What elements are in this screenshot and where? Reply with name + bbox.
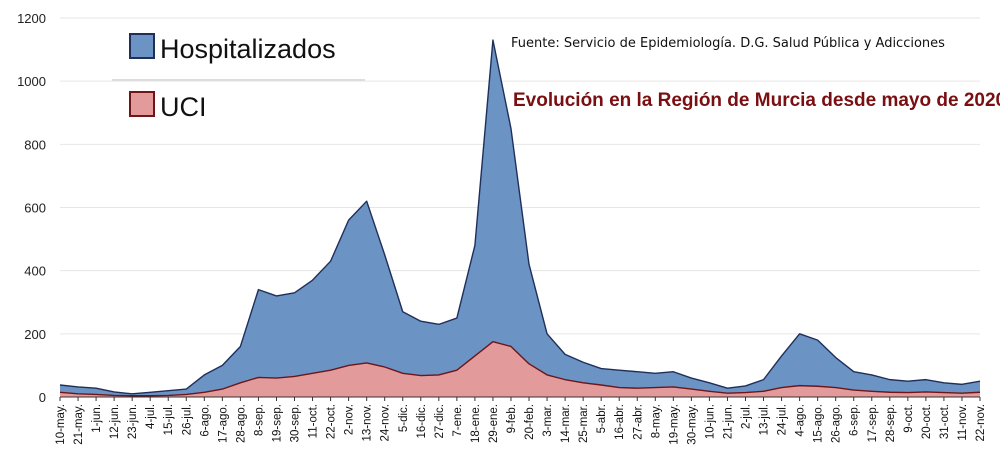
x-tick-label: 27-abr. (632, 404, 644, 440)
x-tick-label: 5-dic. (398, 404, 410, 432)
x-tick-label: 12-jun. (109, 404, 121, 439)
legend-swatch-uci (129, 91, 155, 117)
x-tick-label: 4-jul. (145, 404, 157, 429)
x-tick-label: 31-oct. (939, 404, 951, 439)
x-tick-label: 8-may. (650, 404, 662, 438)
x-tick-label: 17-sep. (867, 404, 879, 442)
x-tick-label: 10-jun. (704, 404, 716, 439)
y-tick-label: 1200 (17, 11, 46, 26)
x-tick-label: 14-mar. (560, 404, 572, 443)
area-uci (60, 341, 980, 397)
x-tick-label: 15-ago. (813, 404, 825, 443)
series-areas (59, 39, 981, 398)
x-tick-label: 20-feb. (524, 404, 536, 440)
x-tick-label: 11-oct. (308, 404, 320, 438)
x-tick-label: 5-abr. (596, 404, 608, 433)
x-tick-label: 23-jun. (127, 404, 139, 439)
y-tick-label: 200 (24, 327, 46, 342)
x-tick-label: 8-sep. (253, 404, 265, 436)
x-tick-label: 22-nov. (975, 404, 987, 442)
x-tick-label: 27-dic. (434, 404, 446, 439)
y-tick-label: 0 (39, 390, 46, 405)
x-tick-label: 28-ago. (235, 404, 247, 443)
x-tick-label: 4-ago. (795, 404, 807, 437)
y-axis: 0 200 400 600 800 1000 1200 (17, 11, 46, 405)
x-tick-label: 6-ago. (199, 404, 211, 437)
x-tick-label: 20-oct. (921, 404, 933, 439)
x-tick-label: 9-oct. (903, 404, 915, 433)
y-tick-label: 600 (24, 201, 46, 216)
x-axis: 10-may. 21-may. 1-jun. 12-jun. 23-jun. 4-jul.… (55, 396, 987, 445)
x-tick-label: 26-jul. (181, 404, 193, 435)
x-tick-label: 24-nov. (380, 404, 392, 442)
x-tick-label: 29-ene. (488, 404, 500, 443)
x-tick-label: 18-ene. (470, 404, 482, 443)
x-tick-label: 2-nov. (344, 404, 356, 435)
x-tick-label: 3-mar. (542, 404, 554, 437)
x-tick-label: 16-abr. (614, 404, 626, 440)
x-tick-label: 22-oct. (326, 404, 338, 439)
y-tick-label: 800 (24, 137, 46, 152)
x-tick-label: 2-jul. (740, 404, 752, 429)
x-tick-label: 26-ago. (831, 404, 843, 443)
legend-label-hospitalizados: Hospitalizados (160, 34, 336, 64)
x-tick-label: 24-jul. (777, 404, 789, 435)
x-tick-label: 28-sep. (885, 404, 897, 442)
chart-subtitle: Evolución en la Región de Murcia desde m… (513, 90, 1000, 111)
x-tick-label: 25-mar. (578, 404, 590, 443)
x-tick-label: 19-may. (668, 404, 680, 445)
x-tick-label: 16-dic. (416, 404, 428, 439)
legend-label-uci: UCI (160, 92, 207, 122)
x-tick-label: 11-nov. (957, 404, 969, 441)
y-tick-label: 1000 (17, 74, 46, 89)
legend-swatch-hospitalizados (129, 33, 155, 59)
x-tick-label: 17-ago. (217, 404, 229, 443)
x-tick-label: 15-jul. (163, 404, 175, 435)
x-tick-label: 21-jun. (722, 404, 734, 439)
x-tick-label: 19-sep. (271, 404, 283, 442)
x-tick-label: 21-may. (73, 404, 85, 445)
x-tick-label: 9-feb. (506, 404, 518, 433)
x-tick-label: 30-sep. (290, 404, 302, 442)
area-hospitalizados (60, 40, 980, 398)
line-hospitalizados (59, 39, 981, 395)
x-tick-label: 30-may. (686, 404, 698, 445)
x-tick-label: 1-jun. (91, 404, 103, 433)
x-tick-label: 6-sep. (849, 404, 861, 436)
x-tick-label: 7-ene. (452, 404, 464, 437)
y-tick-label: 400 (24, 264, 46, 279)
line-uci (59, 341, 981, 397)
source-note: Fuente: Servicio de Epidemiología. D.G. … (511, 36, 945, 51)
x-tick-label: 13-nov. (362, 404, 374, 442)
x-tick-label: 13-jul. (759, 404, 771, 435)
x-tick-label: 10-may. (55, 404, 67, 445)
legend: Hospitalizados UCI (112, 33, 365, 122)
